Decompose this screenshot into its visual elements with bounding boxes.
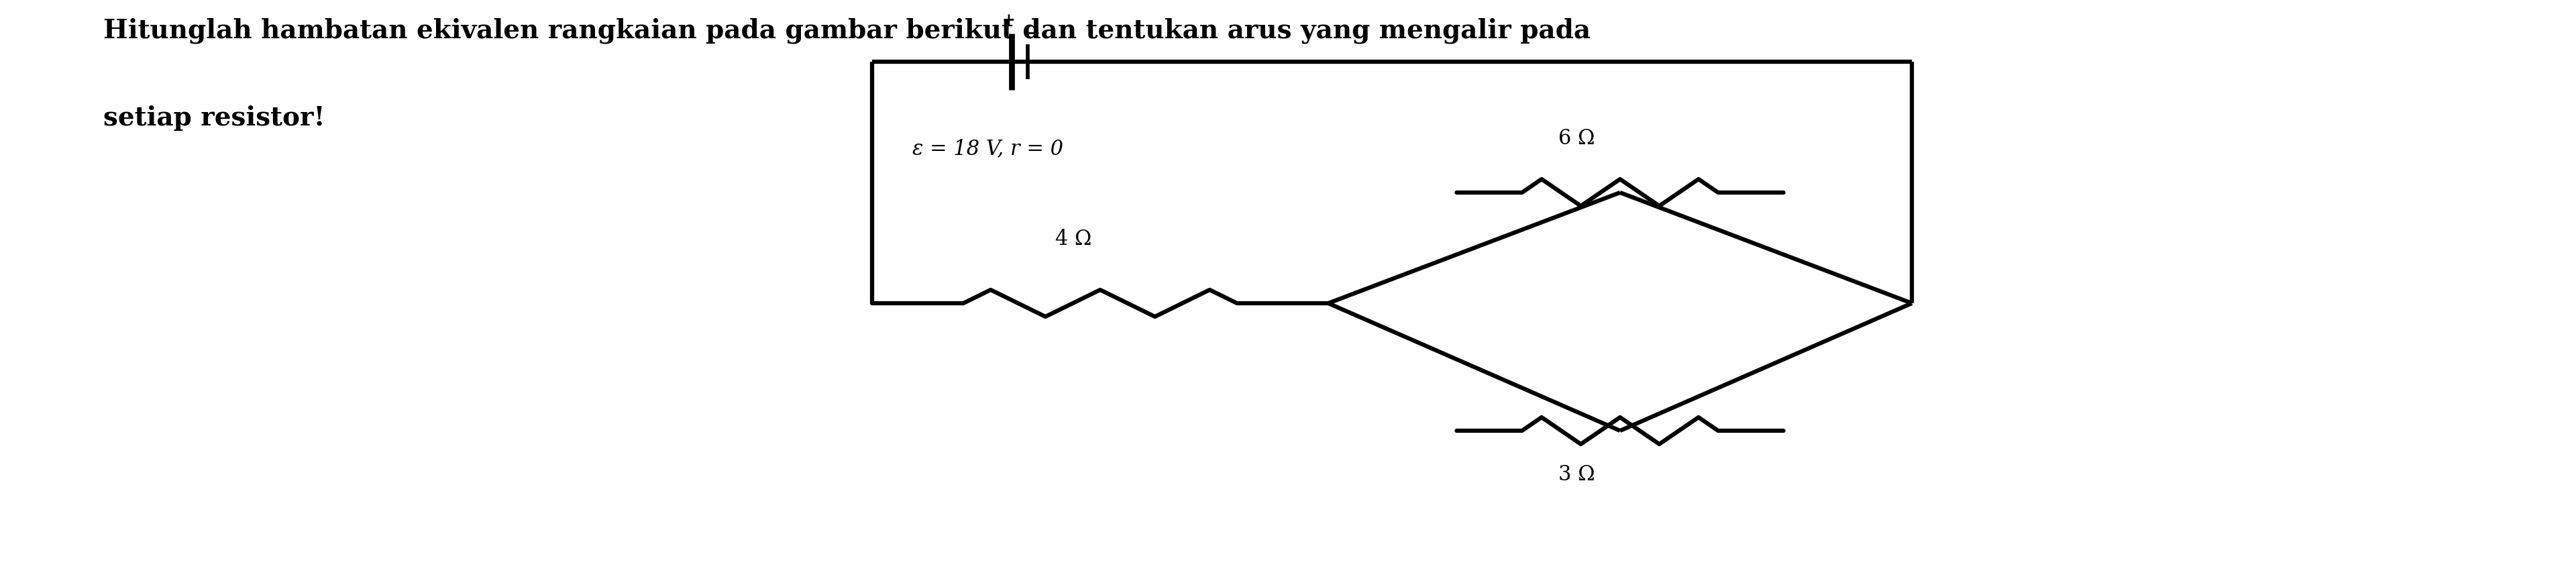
Text: −: − xyxy=(1025,25,1041,41)
Text: 6 Ω: 6 Ω xyxy=(1558,128,1595,149)
Text: 4 Ω: 4 Ω xyxy=(1056,229,1092,250)
Text: +: + xyxy=(1002,12,1015,28)
Text: setiap resistor!: setiap resistor! xyxy=(103,105,325,131)
Text: ε = 18 V, r = 0: ε = 18 V, r = 0 xyxy=(912,139,1064,159)
Text: 3 Ω: 3 Ω xyxy=(1558,464,1595,485)
Text: Hitunglah hambatan ekivalen rangkaian pada gambar berikut dan tentukan arus yang: Hitunglah hambatan ekivalen rangkaian pa… xyxy=(103,18,1589,43)
